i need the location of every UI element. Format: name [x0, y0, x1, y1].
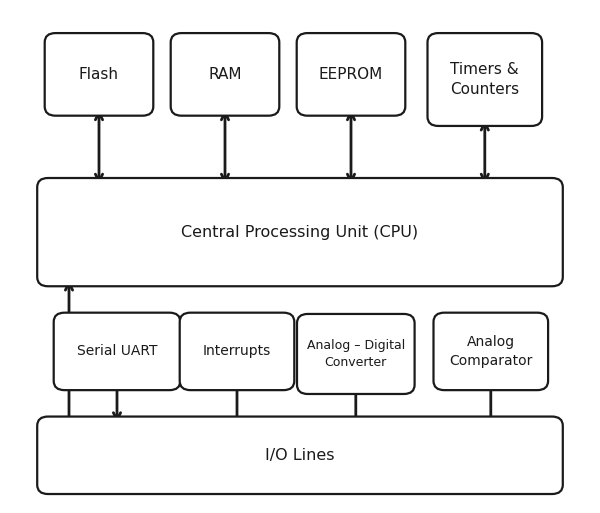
Text: Flash: Flash	[79, 67, 119, 82]
FancyBboxPatch shape	[45, 33, 154, 116]
Text: I/O Lines: I/O Lines	[265, 448, 335, 463]
FancyBboxPatch shape	[54, 312, 180, 390]
FancyBboxPatch shape	[433, 312, 548, 390]
Text: Interrupts: Interrupts	[203, 344, 271, 359]
FancyBboxPatch shape	[427, 33, 542, 126]
FancyBboxPatch shape	[297, 314, 415, 394]
FancyBboxPatch shape	[37, 417, 563, 494]
Text: Analog – Digital
Converter: Analog – Digital Converter	[307, 339, 405, 369]
Text: Analog
Comparator: Analog Comparator	[449, 335, 532, 368]
Text: Serial UART: Serial UART	[77, 344, 157, 359]
FancyBboxPatch shape	[180, 312, 295, 390]
FancyBboxPatch shape	[170, 33, 279, 116]
Text: RAM: RAM	[208, 67, 242, 82]
FancyBboxPatch shape	[37, 178, 563, 286]
Text: Timers &
Counters: Timers & Counters	[450, 62, 520, 97]
FancyBboxPatch shape	[296, 33, 406, 116]
Text: EEPROM: EEPROM	[319, 67, 383, 82]
Text: Central Processing Unit (CPU): Central Processing Unit (CPU)	[181, 225, 419, 240]
